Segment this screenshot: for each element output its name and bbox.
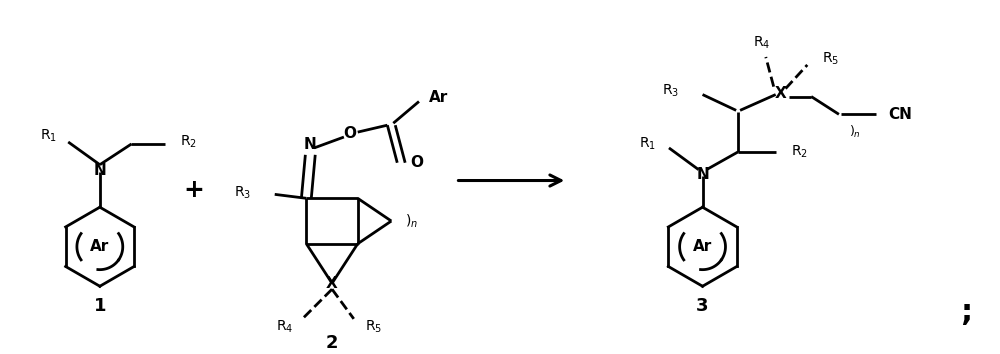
Text: R$_4$: R$_4$ bbox=[753, 35, 771, 51]
Text: )$_n$: )$_n$ bbox=[405, 212, 418, 230]
Text: N: N bbox=[696, 167, 709, 182]
Text: R$_1$: R$_1$ bbox=[639, 136, 656, 152]
Text: O: O bbox=[343, 126, 356, 141]
Text: R$_5$: R$_5$ bbox=[365, 319, 382, 335]
Text: R$_1$: R$_1$ bbox=[40, 128, 57, 144]
Text: R$_3$: R$_3$ bbox=[234, 184, 251, 201]
Text: X: X bbox=[775, 86, 786, 101]
Text: ;: ; bbox=[960, 298, 972, 327]
Text: X: X bbox=[326, 276, 338, 291]
Text: CN: CN bbox=[888, 107, 912, 122]
Text: 3: 3 bbox=[696, 297, 709, 315]
Text: O: O bbox=[411, 155, 424, 170]
Text: 1: 1 bbox=[94, 297, 106, 315]
Text: Ar: Ar bbox=[693, 239, 712, 254]
Text: R$_5$: R$_5$ bbox=[822, 51, 840, 67]
Text: +: + bbox=[183, 178, 204, 202]
Text: R$_2$: R$_2$ bbox=[180, 134, 197, 150]
Text: R$_3$: R$_3$ bbox=[662, 82, 679, 99]
Text: R$_2$: R$_2$ bbox=[791, 144, 808, 160]
Text: )$_n$: )$_n$ bbox=[849, 124, 861, 140]
Text: Ar: Ar bbox=[429, 90, 448, 105]
Text: 2: 2 bbox=[326, 333, 338, 352]
Text: N: N bbox=[304, 137, 317, 153]
Text: N: N bbox=[93, 163, 106, 178]
Text: R$_4$: R$_4$ bbox=[276, 319, 293, 335]
Text: Ar: Ar bbox=[90, 239, 109, 254]
